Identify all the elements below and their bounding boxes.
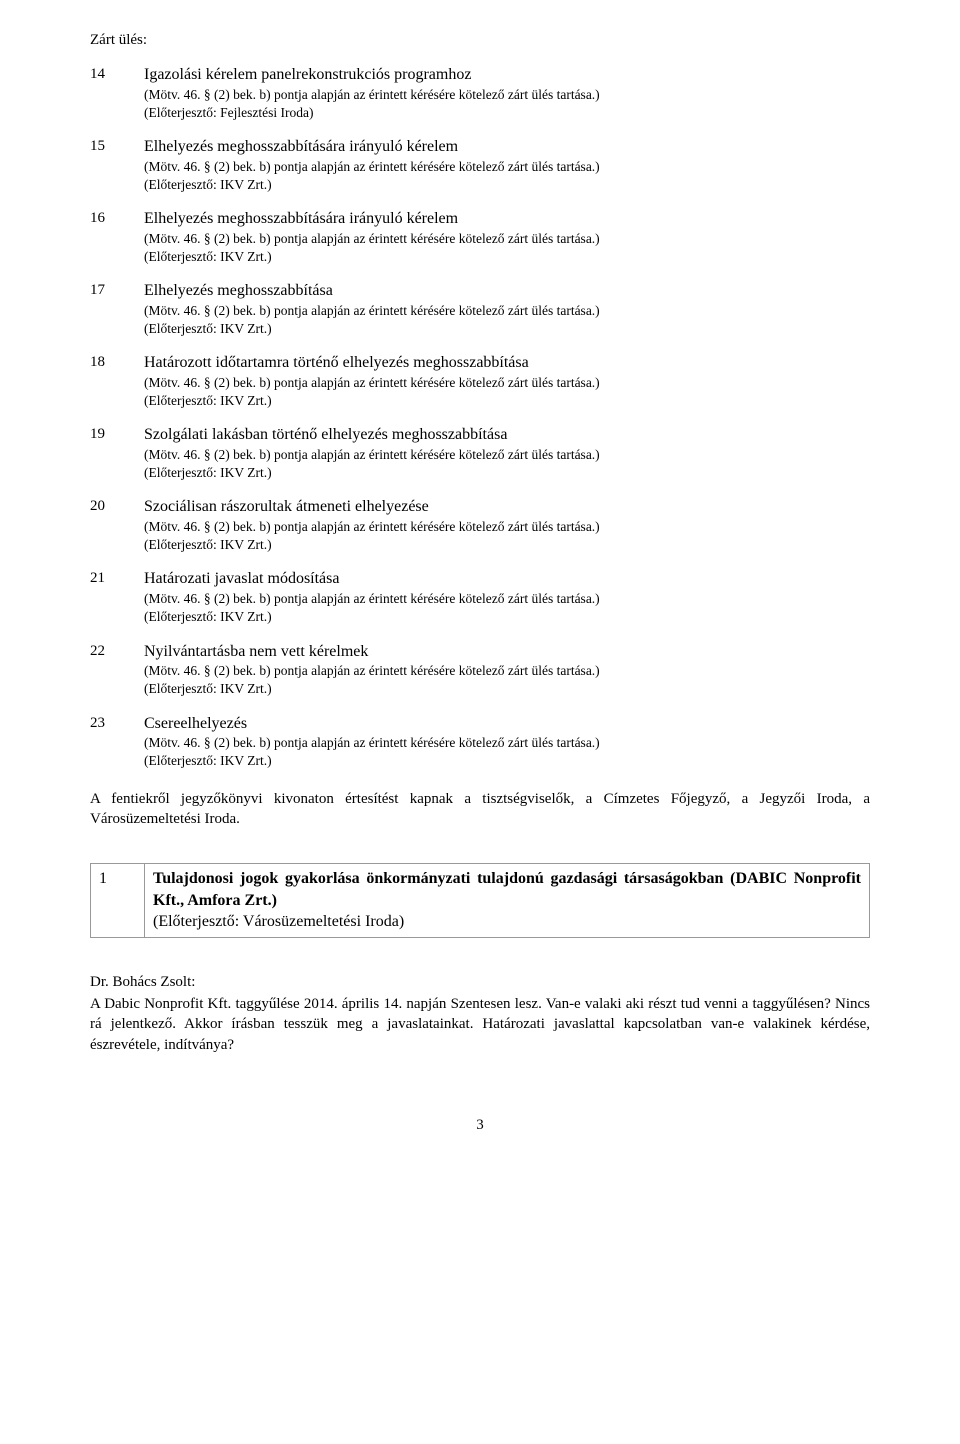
agenda-legal-ref: (Mötv. 46. § (2) bek. b) pontja alapján … <box>144 374 870 392</box>
agenda-title: Igazolási kérelem panelrekonstrukciós pr… <box>144 64 870 86</box>
agenda-submitter: (Előterjesztő: IKV Zrt.) <box>144 320 870 338</box>
speaker-paragraph: A Dabic Nonprofit Kft. taggyűlése 2014. … <box>90 994 870 1055</box>
agenda-legal-ref: (Mötv. 46. § (2) bek. b) pontja alapján … <box>144 86 870 104</box>
boxed-num: 1 <box>91 864 145 938</box>
agenda-title: Határozott időtartamra történő elhelyezé… <box>144 352 870 374</box>
agenda-number: 16 <box>90 208 144 280</box>
agenda-submitter: (Előterjesztő: Fejlesztési Iroda) <box>144 104 870 122</box>
agenda-row: 23Csereelhelyezés(Mötv. 46. § (2) bek. b… <box>90 713 870 785</box>
agenda-legal-ref: (Mötv. 46. § (2) bek. b) pontja alapján … <box>144 230 870 248</box>
agenda-legal-ref: (Mötv. 46. § (2) bek. b) pontja alapján … <box>144 590 870 608</box>
agenda-title: Elhelyezés meghosszabbítására irányuló k… <box>144 136 870 158</box>
agenda-row: 19Szolgálati lakásban történő elhelyezés… <box>90 424 870 496</box>
agenda-submitter: (Előterjesztő: IKV Zrt.) <box>144 464 870 482</box>
agenda-legal-ref: (Mötv. 46. § (2) bek. b) pontja alapján … <box>144 734 870 752</box>
agenda-row: 18Határozott időtartamra történő elhelye… <box>90 352 870 424</box>
agenda-title: Szolgálati lakásban történő elhelyezés m… <box>144 424 870 446</box>
agenda-number: 20 <box>90 496 144 568</box>
agenda-body: Határozati javaslat módosítása(Mötv. 46.… <box>144 568 870 640</box>
notice-text: A fentiekről jegyzőkönyvi kivonaton érte… <box>90 789 870 830</box>
agenda-number: 17 <box>90 280 144 352</box>
agenda-legal-ref: (Mötv. 46. § (2) bek. b) pontja alapján … <box>144 662 870 680</box>
agenda-row: 22Nyilvántartásba nem vett kérelmek(Mötv… <box>90 641 870 713</box>
agenda-row: 17Elhelyezés meghosszabbítása(Mötv. 46. … <box>90 280 870 352</box>
agenda-row: 16Elhelyezés meghosszabbítására irányuló… <box>90 208 870 280</box>
agenda-legal-ref: (Mötv. 46. § (2) bek. b) pontja alapján … <box>144 518 870 536</box>
boxed-submitter: (Előterjesztő: Városüzemeltetési Iroda) <box>153 911 861 933</box>
speaker-name: Dr. Bohács Zsolt: <box>90 972 870 992</box>
boxed-body: Tulajdonosi jogok gyakorlása önkormányza… <box>145 864 870 938</box>
agenda-title: Elhelyezés meghosszabbítása <box>144 280 870 302</box>
agenda-submitter: (Előterjesztő: IKV Zrt.) <box>144 680 870 698</box>
agenda-number: 18 <box>90 352 144 424</box>
agenda-body: Elhelyezés meghosszabbítására irányuló k… <box>144 208 870 280</box>
agenda-body: Csereelhelyezés(Mötv. 46. § (2) bek. b) … <box>144 713 870 785</box>
agenda-submitter: (Előterjesztő: IKV Zrt.) <box>144 752 870 770</box>
agenda-submitter: (Előterjesztő: IKV Zrt.) <box>144 536 870 554</box>
agenda-body: Szolgálati lakásban történő elhelyezés m… <box>144 424 870 496</box>
agenda-title: Szociálisan rászorultak átmeneti elhelye… <box>144 496 870 518</box>
agenda-legal-ref: (Mötv. 46. § (2) bek. b) pontja alapján … <box>144 302 870 320</box>
agenda-title: Határozati javaslat módosítása <box>144 568 870 590</box>
agenda-submitter: (Előterjesztő: IKV Zrt.) <box>144 392 870 410</box>
agenda-body: Elhelyezés meghosszabbítására irányuló k… <box>144 136 870 208</box>
agenda-row: 15Elhelyezés meghosszabbítására irányuló… <box>90 136 870 208</box>
agenda-submitter: (Előterjesztő: IKV Zrt.) <box>144 608 870 626</box>
agenda-submitter: (Előterjesztő: IKV Zrt.) <box>144 176 870 194</box>
agenda-number: 22 <box>90 641 144 713</box>
agenda-number: 23 <box>90 713 144 785</box>
agenda-list: 14Igazolási kérelem panelrekonstrukciós … <box>90 64 870 784</box>
agenda-number: 21 <box>90 568 144 640</box>
agenda-title: Elhelyezés meghosszabbítására irányuló k… <box>144 208 870 230</box>
agenda-body: Szociálisan rászorultak átmeneti elhelye… <box>144 496 870 568</box>
agenda-number: 14 <box>90 64 144 136</box>
agenda-row: 14Igazolási kérelem panelrekonstrukciós … <box>90 64 870 136</box>
agenda-body: Elhelyezés meghosszabbítása(Mötv. 46. § … <box>144 280 870 352</box>
agenda-legal-ref: (Mötv. 46. § (2) bek. b) pontja alapján … <box>144 158 870 176</box>
agenda-title: Nyilvántartásba nem vett kérelmek <box>144 641 870 663</box>
agenda-body: Határozott időtartamra történő elhelyezé… <box>144 352 870 424</box>
agenda-title: Csereelhelyezés <box>144 713 870 735</box>
boxed-title: Tulajdonosi jogok gyakorlása önkormányza… <box>153 868 861 911</box>
section-header: Zárt ülés: <box>90 30 870 50</box>
agenda-row: 21Határozati javaslat módosítása(Mötv. 4… <box>90 568 870 640</box>
page-number: 3 <box>90 1115 870 1135</box>
agenda-row: 20Szociálisan rászorultak átmeneti elhel… <box>90 496 870 568</box>
agenda-number: 15 <box>90 136 144 208</box>
agenda-submitter: (Előterjesztő: IKV Zrt.) <box>144 248 870 266</box>
agenda-body: Nyilvántartásba nem vett kérelmek(Mötv. … <box>144 641 870 713</box>
agenda-body: Igazolási kérelem panelrekonstrukciós pr… <box>144 64 870 136</box>
boxed-agenda: 1 Tulajdonosi jogok gyakorlása önkormány… <box>90 863 870 938</box>
agenda-number: 19 <box>90 424 144 496</box>
agenda-legal-ref: (Mötv. 46. § (2) bek. b) pontja alapján … <box>144 446 870 464</box>
